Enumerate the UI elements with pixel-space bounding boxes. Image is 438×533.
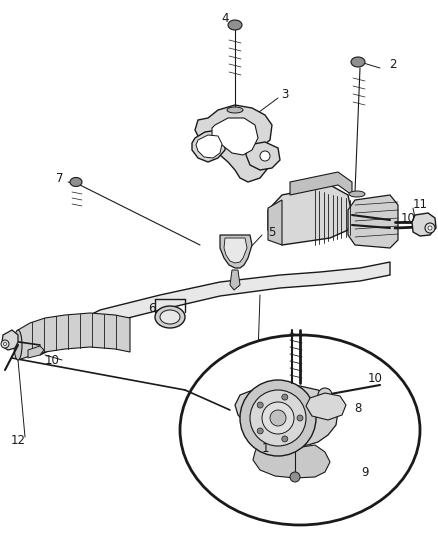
Polygon shape — [196, 135, 222, 158]
Circle shape — [262, 402, 294, 434]
Polygon shape — [246, 142, 280, 170]
Ellipse shape — [155, 306, 185, 328]
Polygon shape — [230, 270, 240, 290]
Text: 10: 10 — [401, 212, 415, 224]
Circle shape — [1, 340, 9, 348]
Ellipse shape — [227, 107, 243, 113]
Polygon shape — [195, 105, 272, 182]
Text: 3: 3 — [281, 88, 289, 101]
Polygon shape — [220, 235, 252, 268]
Polygon shape — [18, 313, 130, 360]
Circle shape — [250, 390, 306, 446]
Circle shape — [257, 402, 263, 408]
Polygon shape — [253, 445, 330, 478]
Circle shape — [240, 380, 316, 456]
Ellipse shape — [351, 57, 365, 67]
Polygon shape — [224, 238, 247, 263]
Text: 10: 10 — [367, 372, 382, 384]
Polygon shape — [412, 213, 436, 236]
Circle shape — [257, 428, 263, 434]
Polygon shape — [290, 172, 352, 195]
Ellipse shape — [180, 335, 420, 525]
Text: 6: 6 — [148, 302, 156, 314]
Circle shape — [318, 388, 332, 402]
Ellipse shape — [70, 177, 82, 187]
Text: 7: 7 — [56, 172, 64, 184]
Ellipse shape — [160, 310, 180, 324]
Circle shape — [260, 151, 270, 161]
Text: 9: 9 — [361, 466, 369, 480]
Circle shape — [425, 223, 435, 233]
Polygon shape — [192, 130, 225, 162]
Ellipse shape — [349, 191, 365, 197]
Polygon shape — [2, 330, 18, 350]
Ellipse shape — [14, 330, 22, 360]
Circle shape — [297, 415, 303, 421]
Text: 4: 4 — [221, 12, 229, 25]
Circle shape — [428, 226, 432, 230]
Circle shape — [270, 410, 286, 426]
Polygon shape — [268, 185, 352, 245]
Text: 1: 1 — [261, 441, 269, 455]
Ellipse shape — [228, 20, 242, 30]
Polygon shape — [235, 385, 338, 446]
Circle shape — [290, 472, 300, 482]
Polygon shape — [212, 118, 258, 155]
Text: 10: 10 — [45, 353, 60, 367]
Polygon shape — [268, 200, 282, 245]
Polygon shape — [28, 346, 44, 358]
Polygon shape — [348, 195, 398, 248]
Polygon shape — [40, 262, 390, 355]
Text: 5: 5 — [268, 225, 276, 238]
Circle shape — [282, 436, 288, 442]
Text: 11: 11 — [413, 198, 427, 212]
Circle shape — [282, 394, 288, 400]
Polygon shape — [306, 393, 346, 420]
Circle shape — [4, 343, 7, 345]
Text: 8: 8 — [354, 401, 362, 415]
Text: 2: 2 — [389, 59, 397, 71]
Text: 12: 12 — [11, 433, 25, 447]
